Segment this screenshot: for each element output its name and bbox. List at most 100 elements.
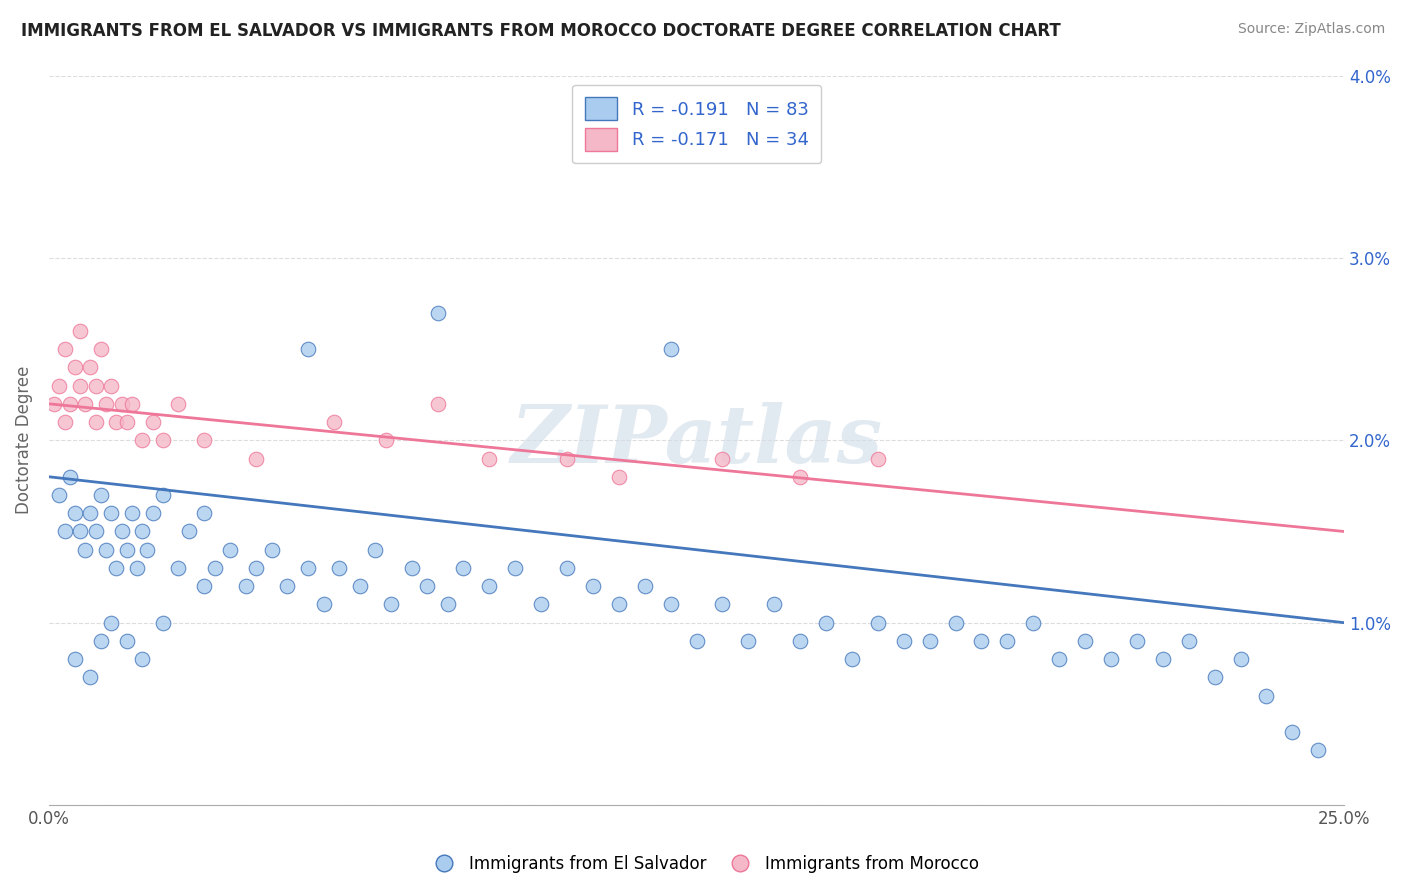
Point — [79, 360, 101, 375]
Point — [152, 488, 174, 502]
Point — [204, 561, 226, 575]
Point — [69, 524, 91, 539]
Point — [607, 470, 630, 484]
Point — [659, 342, 682, 356]
Point — [659, 598, 682, 612]
Point — [1229, 652, 1251, 666]
Point — [1256, 689, 1278, 703]
Point — [110, 524, 132, 539]
Point — [121, 506, 143, 520]
Point — [312, 598, 335, 612]
Point — [59, 470, 82, 484]
Point — [322, 415, 344, 429]
Point — [297, 342, 319, 356]
Point — [416, 579, 439, 593]
Point — [349, 579, 371, 593]
Point — [380, 598, 402, 612]
Point — [374, 434, 396, 448]
Point — [426, 305, 449, 319]
Point — [94, 542, 117, 557]
Point — [866, 451, 889, 466]
Point — [79, 670, 101, 684]
Point — [177, 524, 200, 539]
Point — [1022, 615, 1045, 630]
Point — [1099, 652, 1122, 666]
Point — [115, 415, 138, 429]
Point — [136, 542, 159, 557]
Point — [276, 579, 298, 593]
Text: ZIPatlas: ZIPatlas — [510, 401, 883, 479]
Point — [110, 397, 132, 411]
Point — [1074, 634, 1097, 648]
Point — [131, 434, 153, 448]
Point — [69, 378, 91, 392]
Point — [401, 561, 423, 575]
Point — [328, 561, 350, 575]
Point — [63, 360, 86, 375]
Point — [841, 652, 863, 666]
Point — [219, 542, 242, 557]
Point — [763, 598, 786, 612]
Point — [893, 634, 915, 648]
Point — [167, 561, 190, 575]
Point — [245, 451, 267, 466]
Point — [48, 488, 70, 502]
Point — [478, 451, 501, 466]
Point — [94, 397, 117, 411]
Point — [245, 561, 267, 575]
Point — [634, 579, 657, 593]
Point — [260, 542, 283, 557]
Point — [63, 506, 86, 520]
Point — [453, 561, 475, 575]
Point — [79, 506, 101, 520]
Point — [1047, 652, 1070, 666]
Point — [918, 634, 941, 648]
Point — [970, 634, 993, 648]
Y-axis label: Doctorate Degree: Doctorate Degree — [15, 366, 32, 515]
Point — [866, 615, 889, 630]
Point — [152, 434, 174, 448]
Point — [945, 615, 967, 630]
Point — [84, 378, 107, 392]
Point — [1126, 634, 1149, 648]
Point — [142, 415, 165, 429]
Point — [75, 542, 97, 557]
Point — [607, 598, 630, 612]
Point — [478, 579, 501, 593]
Point — [815, 615, 838, 630]
Point — [84, 524, 107, 539]
Point — [100, 615, 122, 630]
Point — [90, 342, 112, 356]
Point — [131, 652, 153, 666]
Point — [84, 415, 107, 429]
Point — [555, 451, 578, 466]
Point — [582, 579, 605, 593]
Point — [100, 506, 122, 520]
Point — [152, 615, 174, 630]
Point — [167, 397, 190, 411]
Point — [1177, 634, 1199, 648]
Point — [75, 397, 97, 411]
Point — [48, 378, 70, 392]
Point — [995, 634, 1018, 648]
Point — [142, 506, 165, 520]
Point — [90, 634, 112, 648]
Point — [125, 561, 148, 575]
Legend: R = -0.191   N = 83, R = -0.171   N = 34: R = -0.191 N = 83, R = -0.171 N = 34 — [572, 85, 821, 163]
Legend: Immigrants from El Salvador, Immigrants from Morocco: Immigrants from El Salvador, Immigrants … — [420, 848, 986, 880]
Point — [193, 506, 215, 520]
Point — [1308, 743, 1330, 757]
Text: Source: ZipAtlas.com: Source: ZipAtlas.com — [1237, 22, 1385, 37]
Point — [90, 488, 112, 502]
Point — [426, 397, 449, 411]
Point — [59, 397, 82, 411]
Point — [1204, 670, 1226, 684]
Point — [737, 634, 759, 648]
Point — [121, 397, 143, 411]
Point — [530, 598, 553, 612]
Point — [53, 524, 76, 539]
Point — [44, 397, 66, 411]
Point — [711, 451, 734, 466]
Point — [53, 342, 76, 356]
Point — [685, 634, 707, 648]
